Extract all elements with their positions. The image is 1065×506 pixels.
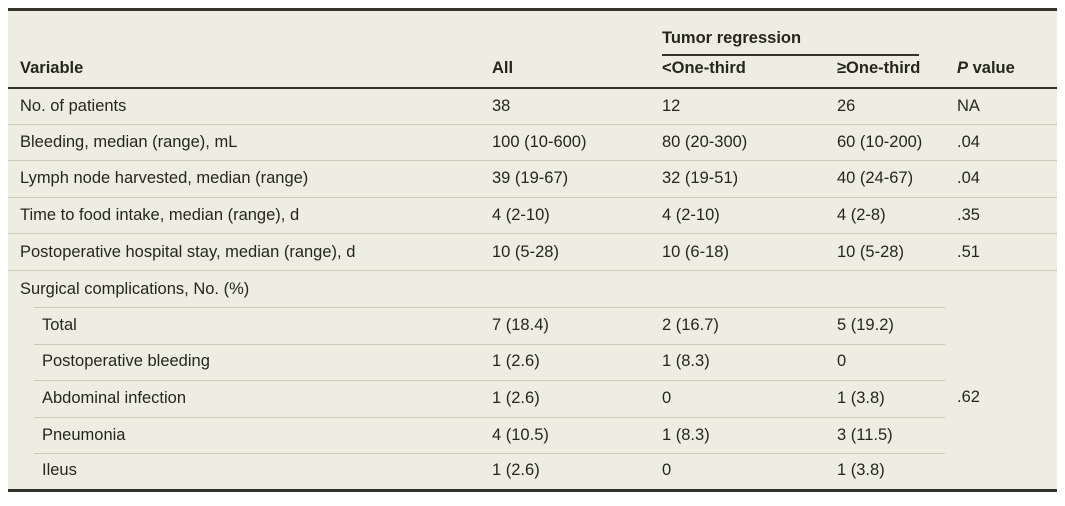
row-abdominal-infection: Abdominal infection 1 (2.6) 0 1 (3.8): [8, 380, 1057, 417]
cell-variable: Bleeding, median (range), mL: [8, 123, 480, 161]
cell-variable: Postoperative hospital stay, median (ran…: [8, 233, 480, 271]
col-header-ge-one-third: ≥One-third: [825, 55, 945, 89]
cell-ge-one-third: 40 (24-67): [825, 160, 945, 198]
spanner-spacer-all: [480, 10, 650, 56]
spanner-label: Tumor regression: [662, 17, 919, 56]
cell-less-one-third: 4 (2-10): [650, 196, 825, 234]
p-value-italic: P: [957, 58, 969, 77]
cell-variable: Ileus: [8, 453, 480, 491]
cell-all: [480, 269, 650, 308]
cell-all: 7 (18.4): [480, 307, 650, 344]
col-header-p-value: P value: [945, 55, 1057, 89]
cell-p-value-complications: .62: [957, 388, 980, 407]
row-no-of-patients: No. of patients 38 12 26 NA: [8, 88, 1057, 125]
cell-less-one-third: [650, 269, 825, 308]
cell-ge-one-third: [825, 269, 945, 308]
cell-less-one-third: 32 (19-51): [650, 160, 825, 198]
row-postoperative-bleeding: Postoperative bleeding 1 (2.6) 1 (8.3) 0: [8, 343, 1057, 381]
cell-variable: Postoperative bleeding: [8, 343, 480, 381]
col-header-less-one-third: <One-third: [650, 55, 825, 89]
cell-less-one-third: 0: [650, 380, 825, 417]
col-header-variable: Variable: [8, 55, 480, 89]
cell-all: 39 (19-67): [480, 160, 650, 198]
outcomes-table: Tumor regression Variable All <One-third…: [8, 8, 1057, 492]
row-surgical-complications-section: Surgical complications, No. (%): [8, 269, 1057, 308]
cell-less-one-third: 80 (20-300): [650, 123, 825, 161]
cell-all: 38: [492, 96, 511, 115]
cell-variable: Total: [8, 307, 480, 344]
cell-variable: Pneumonia: [8, 416, 480, 454]
row-lymph-node-harvested: Lymph node harvested, median (range) 39 …: [8, 160, 1057, 198]
cell-ge-one-third: 1 (3.8): [825, 380, 945, 417]
spanner-tumor-regression: Tumor regression: [650, 10, 945, 56]
row-postoperative-hospital-stay: Postoperative hospital stay, median (ran…: [8, 233, 1057, 271]
row-bleeding: Bleeding, median (range), mL 100 (10-600…: [8, 123, 1057, 161]
spanner-spacer-p: [945, 10, 1057, 56]
cell-variable: Surgical complications, No. (%): [8, 269, 480, 308]
spanner-row: Tumor regression: [8, 10, 1057, 56]
cell-ge-one-third: 26: [837, 96, 856, 115]
cell-all: 1 (2.6): [480, 343, 650, 381]
cell-ge-one-third: 4 (2-8): [825, 196, 945, 234]
cell-variable: Time to food intake, median (range), d: [8, 196, 480, 234]
row-complications-total: Total 7 (18.4) 2 (16.7) 5 (19.2) .62: [8, 307, 1057, 406]
cell-variable: Lymph node harvested, median (range): [8, 160, 480, 198]
p-value-rest: value: [968, 58, 1015, 77]
cell-variable: Abdominal infection: [8, 380, 480, 417]
table-container: Tumor regression Variable All <One-third…: [8, 8, 1057, 492]
cell-p-value: .51: [945, 233, 1057, 271]
cell-all: 1 (2.6): [480, 380, 650, 417]
cell-all: 4 (10.5): [480, 416, 650, 454]
cell-p-value: [945, 269, 1057, 308]
cell-less-one-third: 1 (8.3): [650, 343, 825, 381]
cell-less-one-third: 12: [662, 96, 681, 115]
cell-ge-one-third: 0: [825, 343, 945, 381]
cell-p-value: .35: [945, 196, 1057, 234]
cell-p-value: NA: [957, 96, 980, 115]
cell-ge-one-third: 10 (5-28): [825, 233, 945, 271]
row-time-to-food-intake: Time to food intake, median (range), d 4…: [8, 196, 1057, 234]
cell-p-value: .04: [945, 123, 1057, 161]
table-body: No. of patients 38 12 26 NA Bleeding, me…: [8, 88, 1057, 491]
cell-ge-one-third: 1 (3.8): [825, 453, 945, 491]
cell-p-value: .04: [945, 160, 1057, 198]
table-header: Tumor regression Variable All <One-third…: [8, 10, 1057, 89]
cell-less-one-third: 10 (6-18): [650, 233, 825, 271]
row-ileus: Ileus 1 (2.6) 0 1 (3.8): [8, 453, 1057, 491]
col-header-all: All: [480, 55, 650, 89]
cell-ge-one-third: 5 (19.2): [825, 307, 945, 344]
cell-all: 4 (2-10): [480, 196, 650, 234]
spanner-spacer-variable: [8, 10, 480, 56]
cell-less-one-third: 1 (8.3): [650, 416, 825, 454]
cell-all: 10 (5-28): [480, 233, 650, 271]
cell-variable: No. of patients: [20, 96, 127, 115]
column-header-row: Variable All <One-third ≥One-third P val…: [8, 55, 1057, 89]
cell-ge-one-third: 60 (10-200): [825, 123, 945, 161]
cell-all: 100 (10-600): [480, 123, 650, 161]
cell-all: 1 (2.6): [480, 453, 650, 491]
row-pneumonia: Pneumonia 4 (10.5) 1 (8.3) 3 (11.5): [8, 416, 1057, 454]
cell-ge-one-third: 3 (11.5): [825, 416, 945, 454]
cell-less-one-third: 0: [650, 453, 825, 491]
cell-less-one-third: 2 (16.7): [650, 307, 825, 344]
